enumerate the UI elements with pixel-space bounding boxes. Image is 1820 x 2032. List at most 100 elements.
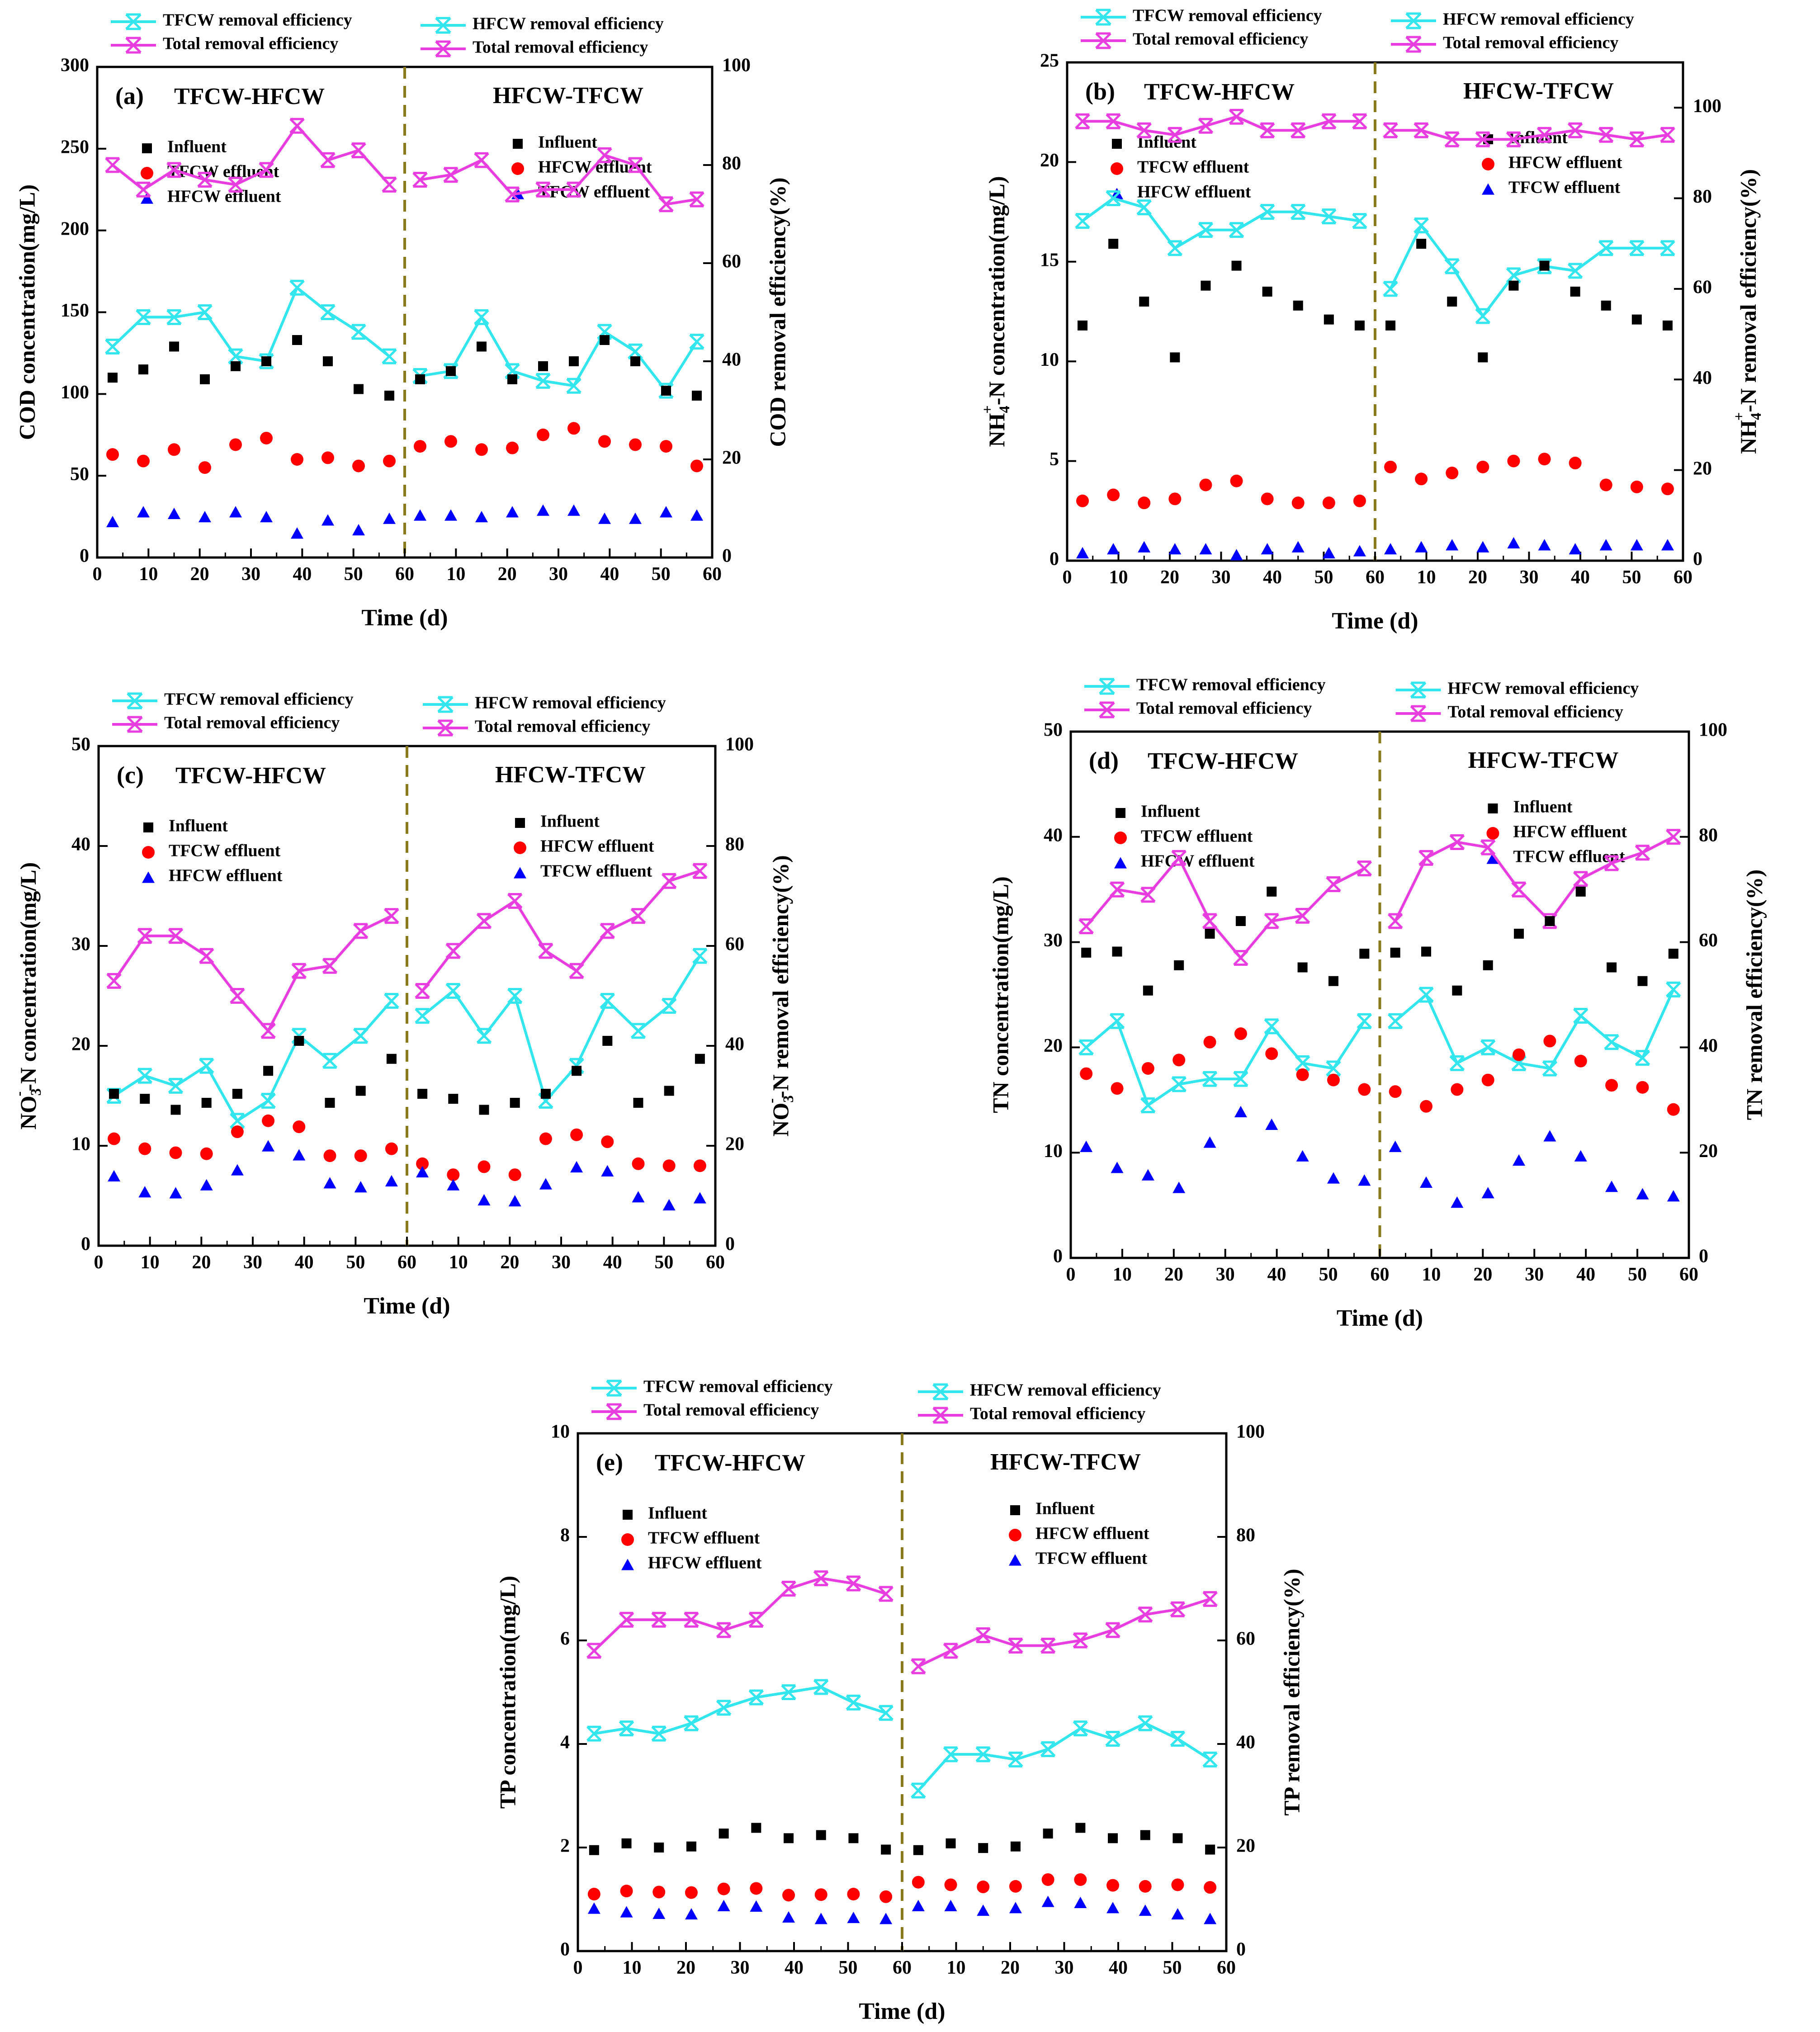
panel-label: (c) bbox=[117, 761, 144, 789]
stage1-influent-point bbox=[686, 1841, 696, 1852]
legend-left-stage-text: TFCW removal efficiency bbox=[164, 690, 354, 709]
legend-left-total-text: Total removal efficiency bbox=[643, 1401, 819, 1420]
legend-left-effluent2-marker bbox=[141, 192, 153, 204]
legend-right-total-text: Total removal efficiency bbox=[475, 717, 650, 736]
stage1-stage-efficiency-point bbox=[105, 338, 120, 354]
stage2-effluent2-point bbox=[690, 509, 703, 521]
stage2-effluent2-point bbox=[1569, 543, 1582, 555]
stage2-effluent1-point bbox=[1476, 460, 1489, 473]
stage2-influent-point bbox=[510, 1097, 520, 1108]
stage1-effluent2-point bbox=[354, 1181, 367, 1193]
stage2-stage-efficiency-point bbox=[1105, 1731, 1120, 1747]
stage2-total-efficiency-point bbox=[1506, 131, 1522, 147]
stage2-stage-efficiency-point bbox=[1444, 258, 1460, 274]
stage2-stage-efficiency-point bbox=[1383, 281, 1398, 297]
stage1-effluent1-point bbox=[229, 438, 242, 451]
x-tick-label: 60 bbox=[1371, 1264, 1390, 1285]
stage1-effluent1-point bbox=[383, 454, 396, 468]
stage1-influent-point bbox=[1235, 916, 1246, 926]
stage1-stage-efficiency-point bbox=[716, 1700, 732, 1716]
stage1-effluent2-point bbox=[229, 506, 242, 518]
stage1-effluent2-point bbox=[652, 1907, 666, 1919]
stage2-effluent2-point bbox=[570, 1161, 583, 1173]
stage2-effluent1-point bbox=[416, 1157, 429, 1170]
stage1-influent-point bbox=[1078, 320, 1088, 331]
legend-left-stage-text: TFCW removal efficiency bbox=[643, 1377, 833, 1396]
stage2-influent-point bbox=[630, 356, 640, 366]
legend-right-effluent2: TFCW effluent bbox=[1508, 178, 1621, 197]
y2-tick-label: 20 bbox=[1236, 1836, 1255, 1857]
stage2-total-efficiency-point bbox=[1383, 122, 1398, 138]
legend-right-effluent2-marker bbox=[514, 867, 526, 879]
stage2-effluent1-point bbox=[1667, 1103, 1680, 1116]
stage1-effluent2-point bbox=[106, 515, 119, 528]
stage2-effluent1-point bbox=[1009, 1880, 1022, 1893]
y2-tick-label: 20 bbox=[725, 1134, 744, 1155]
stage2-influent-point bbox=[1637, 976, 1648, 986]
legend-left-effluent2-marker bbox=[1114, 857, 1127, 869]
stage1-influent-point bbox=[1231, 260, 1242, 271]
stage2-effluent1-point bbox=[662, 1159, 676, 1172]
stage1-effluent2-point bbox=[323, 1177, 336, 1189]
stage2-effluent2-point bbox=[1009, 1902, 1022, 1914]
legend-left-effluent2: HFCW effluent bbox=[169, 866, 283, 885]
stage2-influent-point bbox=[661, 386, 671, 396]
stage1-stage-efficiency-line bbox=[594, 1685, 887, 1735]
stage1-effluent1-point bbox=[108, 1132, 121, 1145]
stage2-total-efficiency-point bbox=[1449, 834, 1465, 850]
x-axis-label: Time (d) bbox=[859, 1999, 945, 2024]
stage2-total-efficiency-point bbox=[1105, 1622, 1120, 1638]
y2-tick-label: 40 bbox=[725, 1034, 744, 1055]
stage2-total-efficiency-point bbox=[1629, 131, 1645, 147]
stage1-stage-efficiency-point bbox=[1321, 208, 1337, 225]
x-tick-label: 60 bbox=[1673, 567, 1692, 588]
stage2-effluent2-point bbox=[912, 1900, 925, 1911]
stage1-effluent2-point bbox=[1358, 1174, 1371, 1186]
stage2-stage-efficiency-point bbox=[1604, 1034, 1619, 1050]
stage2-total-efficiency-point bbox=[535, 181, 551, 198]
stage1-influent-point bbox=[170, 1105, 181, 1115]
stage1-influent-point bbox=[881, 1844, 891, 1855]
y2-tick-label: 40 bbox=[1693, 368, 1712, 388]
legend-left-effluent1-marker bbox=[621, 1533, 634, 1546]
stage1-total-efficiency-point bbox=[382, 176, 397, 193]
stage1-effluent2-point bbox=[108, 1170, 121, 1181]
stage2-total-efficiency-point bbox=[1511, 881, 1527, 898]
legend-right-total-marker bbox=[437, 719, 454, 737]
stage2-stage-efficiency-point bbox=[1008, 1751, 1023, 1767]
x-tick-label: 0 bbox=[573, 1957, 583, 1978]
stage1-influent-point bbox=[1262, 286, 1272, 297]
stage2-influent-point bbox=[1668, 949, 1678, 959]
legend-left-effluent2: HFCW effluent bbox=[648, 1554, 762, 1573]
stage2-total-efficiency-point bbox=[689, 191, 704, 208]
stage2-influent-point bbox=[1631, 314, 1642, 325]
stage2-total-efficiency-line bbox=[421, 870, 700, 992]
stage2-influent-point bbox=[913, 1845, 923, 1855]
x-tick-label: 30 bbox=[1212, 567, 1231, 588]
stage1-effluent2-point bbox=[168, 507, 180, 519]
stage1-total-efficiency-point bbox=[260, 1023, 276, 1039]
y2-tick-label: 20 bbox=[1699, 1141, 1718, 1162]
stage1-effluent1-point bbox=[352, 459, 365, 473]
stage2-total-efficiency-point bbox=[628, 157, 643, 173]
x-tick-label: 40 bbox=[293, 564, 312, 585]
y2-tick-label: 80 bbox=[725, 834, 744, 855]
chart-panel-e: 0 10 20 30 40 50 60 10 20 30 40 50 60 Time (d) 0 2 4 6 8 10… bbox=[495, 1377, 1304, 2024]
legend-left-total-text: Total removal efficiency bbox=[1136, 699, 1312, 718]
stage2-effluent1-point bbox=[1451, 1083, 1464, 1096]
y-tick-label: 0 bbox=[560, 1939, 570, 1960]
legend-right-stage-text: HFCW removal efficiency bbox=[1448, 679, 1639, 698]
y-tick-label: 8 bbox=[560, 1525, 570, 1546]
stage2-effluent1-point bbox=[598, 435, 611, 448]
x-tick-label: 10 bbox=[1113, 1264, 1132, 1285]
stage2-influent-point bbox=[1662, 320, 1673, 331]
y2-tick-label: 100 bbox=[1699, 720, 1727, 741]
legend-right-effluent1: HFCW effluent bbox=[1508, 153, 1622, 172]
stage1-stage-efficiency-point bbox=[199, 1058, 214, 1074]
stage2-total-efficiency-point bbox=[1573, 871, 1588, 887]
y-axis-label: COD concentration(mg/L) bbox=[14, 184, 39, 440]
legend-right-influent-marker bbox=[1488, 803, 1498, 813]
stage-label-right: HFCW-TFCW bbox=[990, 1449, 1141, 1475]
stage1-total-efficiency-point bbox=[1167, 127, 1183, 143]
